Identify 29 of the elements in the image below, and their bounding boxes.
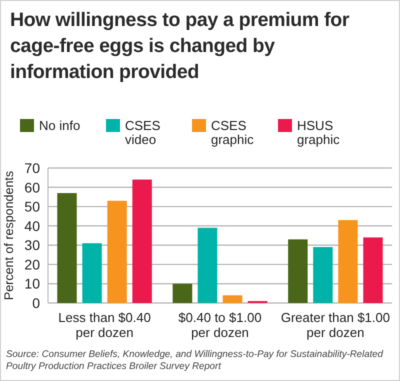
bar [222,295,242,303]
bar [338,220,358,303]
y-tick-label: 10 [24,276,40,292]
bar [172,284,192,303]
bar [288,239,308,303]
legend-label: CSES video [125,118,161,147]
y-tick-label: 40 [24,218,40,234]
bar [57,193,77,303]
y-tick-label: 60 [24,179,40,196]
legend-label: HSUS graphic [297,118,340,147]
y-tick-label: 30 [24,237,40,254]
legend-label: CSES graphic [211,118,254,147]
chart-title: How willingness to pay a premium for cage-free eggs is changed by information provided [10,9,350,83]
bar [313,247,333,303]
bar [132,180,152,303]
y-tick-label: 50 [24,198,40,215]
bar [198,228,218,303]
y-tick-label: 20 [24,256,40,272]
y-axis-title: Percent of respondents [2,170,16,300]
x-tick-label: Less than $0.40 per dozen [58,310,151,340]
bar [82,243,102,303]
legend-label: No info [39,118,80,133]
y-tick-label: 70 [24,160,40,176]
y-tick-label: 0 [32,295,40,311]
x-tick-label: $0.40 to $1.00 per dozen [178,310,262,340]
source-note: Source: Consumer Beliefs, Knowledge, and Willingness-to-Pay for Sustainability-Related Poultry Production Practices Broiler Survey Report [6,349,384,372]
bar [107,200,127,303]
bar [363,237,383,303]
x-tick-label: Greater than $1.00 per dozen [280,310,390,340]
